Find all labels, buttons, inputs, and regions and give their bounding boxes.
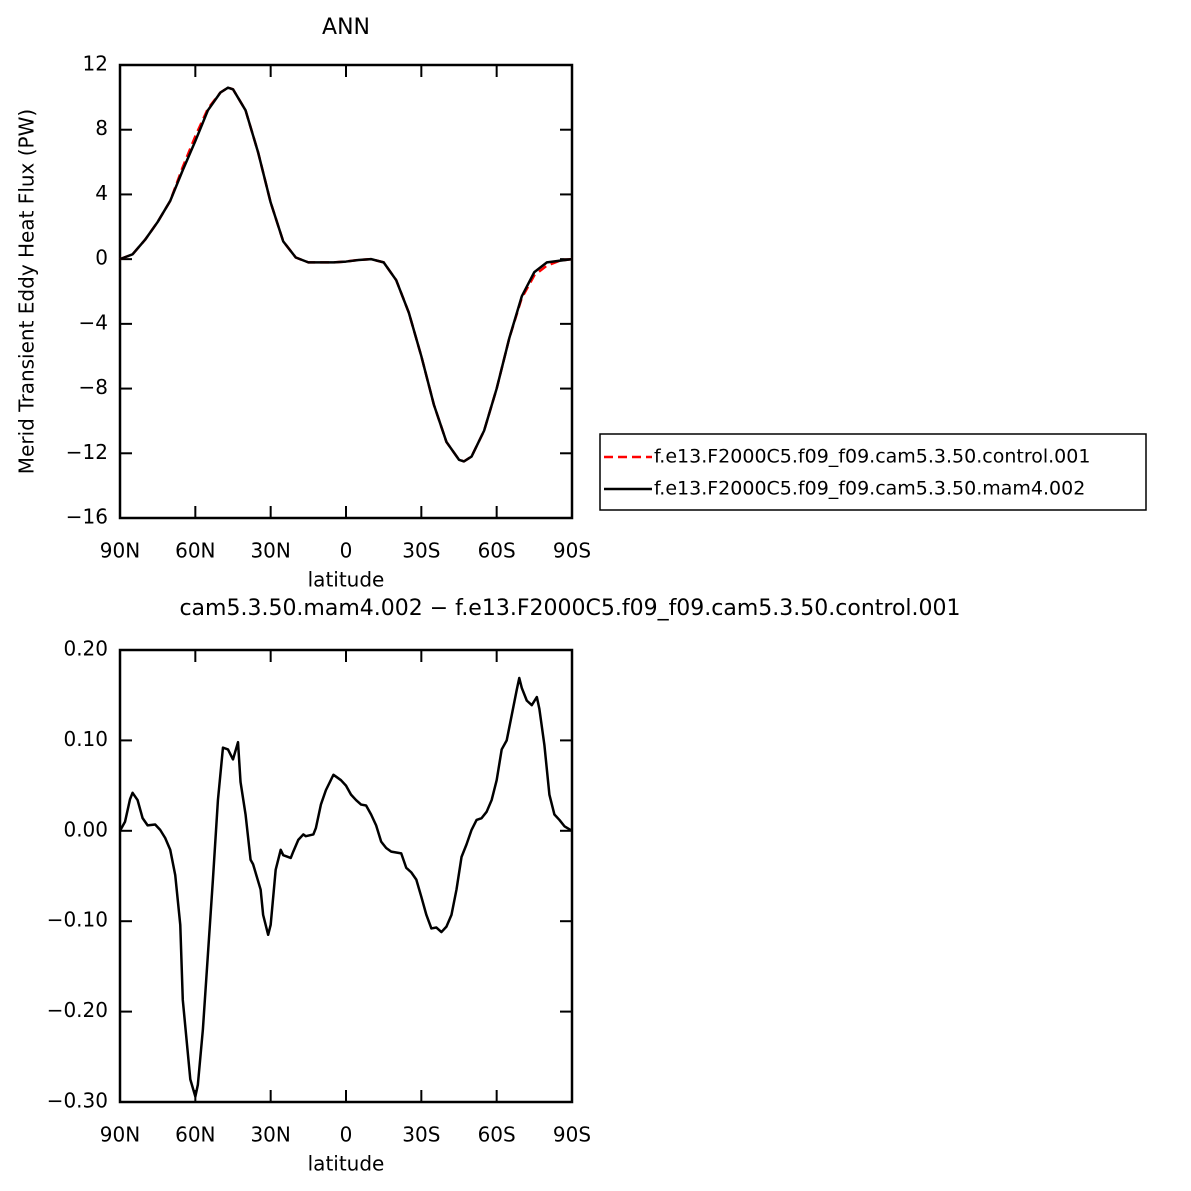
y-tick-label: −8 [79,375,108,399]
x-tick-label: 60N [175,539,215,563]
x-tick-label: 0 [340,1123,353,1147]
y-tick-label: −0.10 [47,908,108,932]
x-tick-label: 90N [100,1123,140,1147]
x-tick-label: 90S [553,1123,591,1147]
x-tick-label: 30N [250,539,290,563]
y-tick-label: −4 [79,310,108,334]
x-tick-label: 60S [478,1123,516,1147]
y-axis-label: Merid Transient Eddy Heat Flux (PW) [15,109,39,474]
chart-title: cam5.3.50.mam4.002 − f.e13.F2000C5.f09_f… [179,596,960,621]
x-tick-label: 90N [100,539,140,563]
y-tick-label: 0.00 [63,817,108,841]
y-tick-label: 8 [95,116,108,140]
y-tick-label: −16 [66,505,108,529]
x-tick-label: 30S [402,1123,440,1147]
x-tick-label: 90S [553,539,591,563]
legend-label: f.e13.F2000C5.f09_f09.cam5.3.50.control.… [654,446,1090,468]
y-tick-label: 0.20 [63,637,108,661]
y-tick-label: 4 [95,181,108,205]
legend-label: f.e13.F2000C5.f09_f09.cam5.3.50.mam4.002 [654,478,1085,500]
x-tick-label: 60S [478,539,516,563]
y-tick-label: 0 [95,246,108,270]
chart-title: ANN [322,15,370,40]
plot-frame [118,63,574,520]
data-line [119,86,573,463]
panel: ANN latitude Merid Transient Eddy Heat Flu… [15,15,1147,592]
y-axis-label: Merid Transient Eddy Heat Flux (PW) [15,693,39,1058]
y-tick-label: 12 [83,52,108,76]
x-axis-label: latitude [308,1152,385,1176]
x-tick-label: 30N [250,1123,290,1147]
legend-box [599,433,1147,511]
y-tick-label: −12 [66,440,108,464]
y-tick-label: −0.30 [47,1089,108,1113]
data-line [118,676,573,1098]
data-line [119,86,573,463]
x-tick-label: 30S [402,539,440,563]
plot-frame [118,648,574,1104]
x-tick-label: 60N [175,1123,215,1147]
y-tick-label: 0.10 [63,727,108,751]
panel: cam5.3.50.mam4.002 − f.e13.F2000C5.f09_f… [15,596,961,1176]
y-tick-label: −0.20 [47,998,108,1022]
x-axis-label: latitude [308,568,385,592]
x-tick-label: 0 [340,539,353,563]
